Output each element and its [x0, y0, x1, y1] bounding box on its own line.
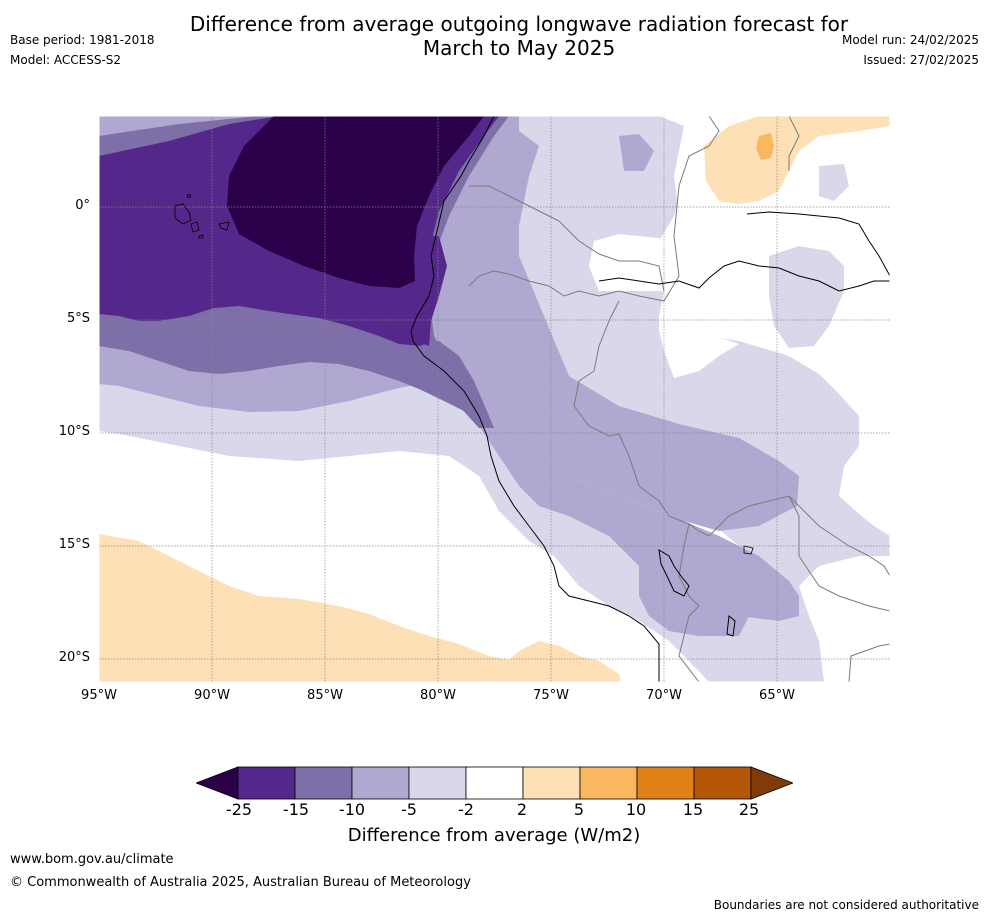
colorbar-cell: [351, 766, 410, 800]
lon-label-85w: 85°W: [307, 688, 343, 703]
band-plus2-to-plus5-sw: [99, 534, 621, 682]
colorbar-under-triangle: [196, 766, 239, 800]
colorbar-tick: -10: [338, 800, 366, 819]
title-line-2: March to May 2025: [422, 36, 616, 60]
colorbar-cell: [579, 766, 638, 800]
lon-label-80w: 80°W: [420, 688, 456, 703]
meta-right: Model run: 24/02/2025 Issued: 27/02/2025: [842, 30, 979, 70]
band-minus10-se-lobe: [639, 551, 749, 636]
model-name: Model: ACCESS-S2: [10, 53, 122, 67]
colorbar-cell: [237, 766, 296, 800]
lat-label-0: 0°: [75, 198, 90, 213]
footer-url[interactable]: www.bom.gov.au/climate: [10, 852, 174, 867]
lon-label-95w: 95°W: [81, 688, 117, 703]
lat-label-10s: 10°S: [58, 424, 90, 439]
band-minus5-blob-top: [819, 164, 849, 201]
lat-label-20s: 20°S: [58, 650, 90, 665]
colorbar-label: Difference from average (W/m2): [347, 825, 641, 846]
coastlines: [410, 116, 890, 682]
colorbar-cell: [522, 766, 581, 800]
band-plus2-to-plus5-ne: [704, 116, 890, 204]
colorbar-tick: 5: [573, 800, 585, 819]
graticule: [99, 116, 890, 682]
colorbar-cell: [636, 766, 695, 800]
colorbar-tick: 15: [682, 800, 704, 819]
colorbar-tick: -25: [225, 800, 253, 819]
colorbar: [196, 766, 793, 800]
meta-left: Base period: 1981-2018 Model: ACCESS-S2: [10, 30, 155, 70]
band-lt-minus25: [227, 116, 484, 288]
title-line-1: Difference from average outgoing longwav…: [189, 12, 849, 36]
colorbar-cell: [693, 766, 752, 800]
lat-label-5s: 5°S: [66, 311, 90, 326]
lon-label-70w: 70°W: [646, 688, 682, 703]
map-panel: [99, 116, 890, 682]
lon-label-90w: 90°W: [194, 688, 230, 703]
galapagos-islands: [174, 194, 230, 239]
base-period: Base period: 1981-2018: [10, 33, 155, 47]
lake-feature: [743, 545, 754, 555]
band-minus10-tip: [619, 134, 654, 171]
colorbar-cell: [408, 766, 467, 800]
lon-label-75w: 75°W: [533, 688, 569, 703]
band-neutral-hole-interior: [659, 316, 739, 378]
footer-disclaimer: Boundaries are not considered authoritat…: [713, 898, 979, 912]
band-plus5-to-plus10: [756, 133, 774, 160]
footer-copyright: © Commonwealth of Australia 2025, Austra…: [10, 875, 471, 890]
band-neutral-hole-east: [589, 234, 674, 291]
country-borders: [468, 116, 890, 682]
colorbar-cell: [465, 766, 524, 800]
model-run: Model run: 24/02/2025: [841, 33, 979, 47]
colorbar-tick: -15: [282, 800, 310, 819]
colorbar-tick: -2: [458, 800, 474, 819]
colorbar-tick: 10: [625, 800, 647, 819]
colorbar-over-triangle: [750, 766, 793, 800]
colorbar-tick: 2: [516, 800, 528, 819]
colorbar-tick: 25: [738, 800, 760, 819]
colorbar-tick: -5: [401, 800, 417, 819]
lat-label-15s: 15°S: [58, 537, 90, 552]
colorbar-cell: [294, 766, 353, 800]
lon-label-65w: 65°W: [759, 688, 795, 703]
issued-date: Issued: 27/02/2025: [863, 53, 979, 67]
chart-title: Difference from average outgoing longwav…: [150, 12, 888, 60]
